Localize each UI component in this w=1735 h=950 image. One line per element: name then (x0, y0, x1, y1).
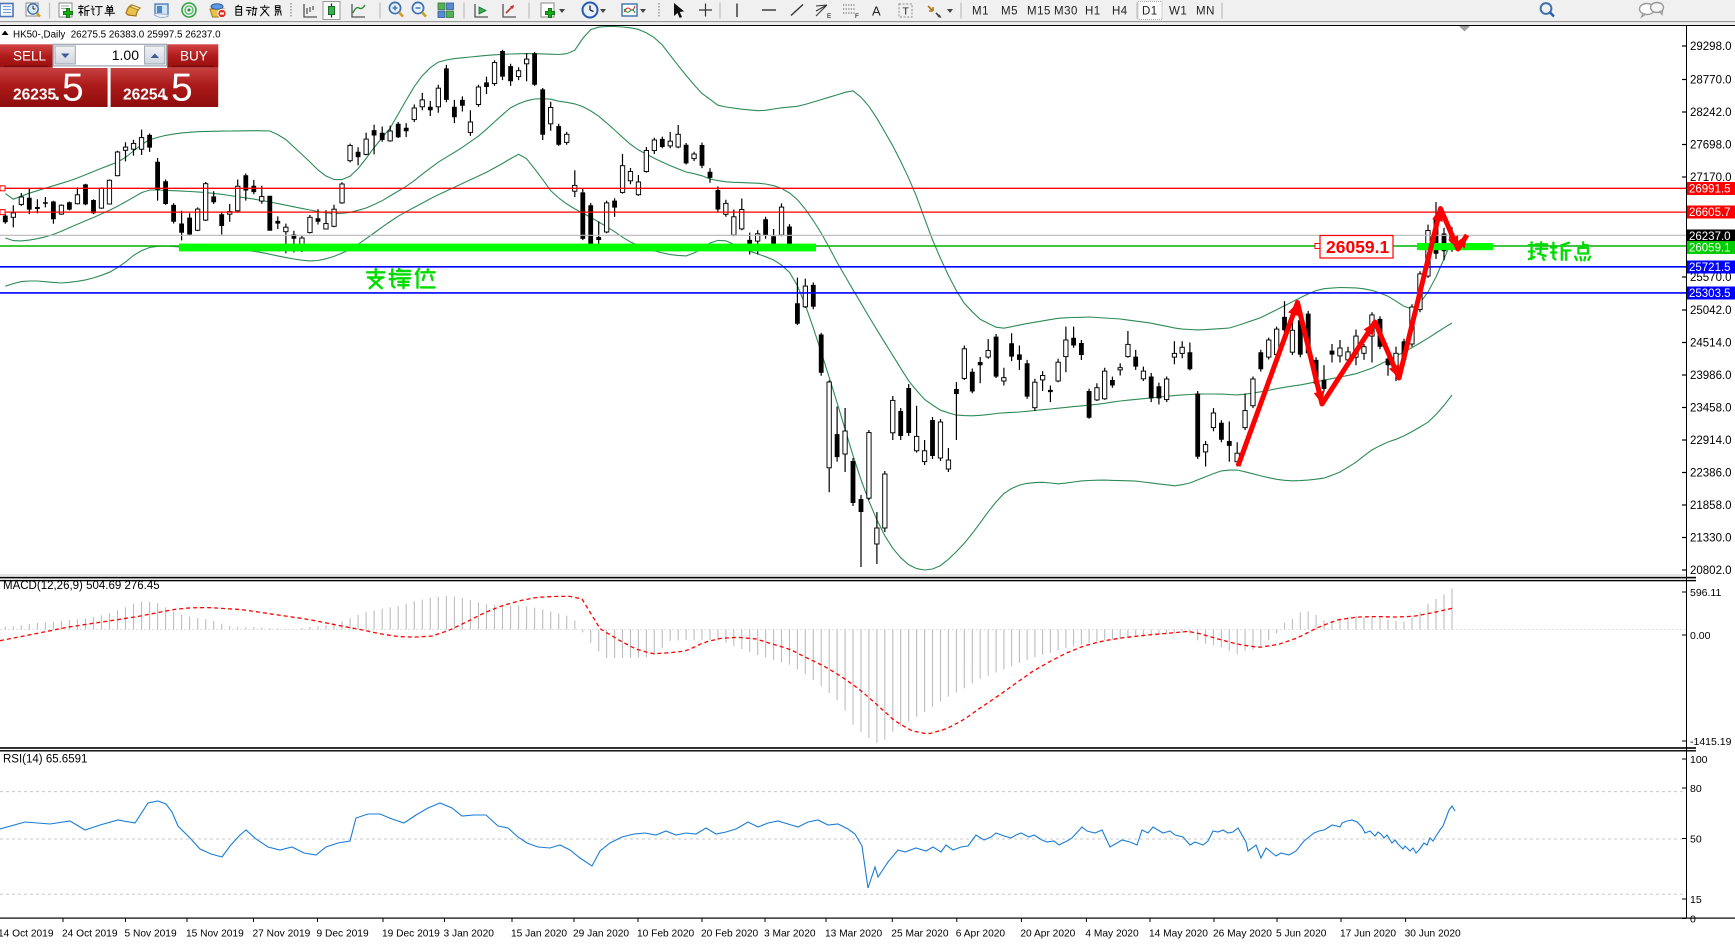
svg-text:H4: H4 (1112, 6, 1128, 18)
svg-text:17 Jun 2020: 17 Jun 2020 (1340, 929, 1396, 940)
svg-text:1.00: 1.00 (112, 47, 139, 63)
svg-text:27 Nov 2019: 27 Nov 2019 (253, 929, 311, 940)
svg-text:22386.0: 22386.0 (1690, 468, 1732, 480)
svg-text:BUY: BUY (180, 49, 208, 64)
svg-text:23986.0: 23986.0 (1690, 370, 1732, 382)
svg-text:26991.5: 26991.5 (1689, 184, 1731, 196)
svg-text:A: A (872, 4, 881, 19)
svg-text:21330.0: 21330.0 (1690, 533, 1732, 545)
svg-text:M5: M5 (1001, 6, 1018, 18)
svg-text:28242.0: 28242.0 (1690, 107, 1732, 119)
svg-text:5: 5 (62, 67, 84, 110)
svg-text:M30: M30 (1054, 6, 1078, 18)
svg-text:26237.0: 26237.0 (1689, 231, 1731, 243)
svg-text:27170.0: 27170.0 (1690, 172, 1732, 184)
svg-text:15 Nov 2019: 15 Nov 2019 (186, 929, 244, 940)
svg-text:20 Feb 2020: 20 Feb 2020 (701, 929, 759, 940)
svg-text:20802.0: 20802.0 (1690, 565, 1732, 577)
svg-text:M15: M15 (1027, 6, 1051, 18)
svg-text:20 Apr 2020: 20 Apr 2020 (1020, 929, 1075, 940)
svg-text:W1: W1 (1169, 6, 1187, 18)
svg-text:SELL: SELL (13, 49, 47, 64)
svg-text:9 Dec 2019: 9 Dec 2019 (317, 929, 369, 940)
svg-text:HK50-,Daily 26275.5 26383.0 2: HK50-,Daily 26275.5 26383.0 25997.5 2623… (13, 29, 221, 40)
svg-text:25 Mar 2020: 25 Mar 2020 (891, 929, 949, 940)
svg-text:26605.7: 26605.7 (1689, 207, 1731, 219)
svg-text:25721.5: 25721.5 (1689, 262, 1731, 274)
svg-text:H1: H1 (1085, 6, 1101, 18)
svg-text:M1: M1 (972, 6, 989, 18)
svg-text:RSI(14) 65.6591: RSI(14) 65.6591 (3, 754, 87, 766)
svg-text:4 May 2020: 4 May 2020 (1085, 929, 1139, 940)
svg-text:29298.0: 29298.0 (1690, 41, 1732, 53)
svg-text:15 Jan 2020: 15 Jan 2020 (511, 929, 567, 940)
svg-text:F: F (855, 13, 859, 20)
svg-text:MACD(12,26,9) 504.69 276.45: MACD(12,26,9) 504.69 276.45 (3, 580, 160, 592)
svg-text:0: 0 (1690, 913, 1696, 925)
svg-text:15: 15 (1690, 894, 1702, 906)
svg-text:22914.0: 22914.0 (1690, 435, 1732, 447)
svg-text:.: . (54, 80, 60, 105)
svg-text:13 Mar 2020: 13 Mar 2020 (825, 929, 883, 940)
svg-text:596.11: 596.11 (1690, 587, 1721, 599)
svg-text:10 Feb 2020: 10 Feb 2020 (637, 929, 695, 940)
svg-text:5: 5 (171, 67, 193, 110)
svg-text:25042.0: 25042.0 (1690, 305, 1732, 317)
svg-text:26254: 26254 (123, 87, 166, 104)
svg-text:-1415.19: -1415.19 (1690, 736, 1732, 748)
svg-text:MN: MN (1196, 6, 1215, 18)
svg-text:21858.0: 21858.0 (1690, 500, 1732, 512)
svg-text:23458.0: 23458.0 (1690, 403, 1732, 415)
svg-text:19 Dec 2019: 19 Dec 2019 (382, 929, 440, 940)
svg-text:30 Jun 2020: 30 Jun 2020 (1405, 929, 1461, 940)
svg-text:80: 80 (1690, 783, 1702, 795)
svg-text:26059.1: 26059.1 (1689, 243, 1731, 255)
svg-text:50: 50 (1690, 833, 1702, 845)
svg-text:14 Oct 2019: 14 Oct 2019 (0, 929, 54, 940)
svg-text:3 Jan 2020: 3 Jan 2020 (444, 929, 495, 940)
svg-text:29 Jan 2020: 29 Jan 2020 (573, 929, 629, 940)
svg-text:28770.0: 28770.0 (1690, 75, 1732, 87)
svg-text:24 Oct 2019: 24 Oct 2019 (62, 929, 118, 940)
svg-text:24514.0: 24514.0 (1690, 338, 1732, 350)
svg-text:E: E (827, 13, 832, 20)
svg-text:.: . (163, 80, 169, 105)
svg-text:3 Mar 2020: 3 Mar 2020 (764, 929, 816, 940)
svg-text:26059.1: 26059.1 (1326, 237, 1390, 257)
svg-text:6 Apr 2020: 6 Apr 2020 (956, 929, 1006, 940)
svg-text:25570.0: 25570.0 (1690, 272, 1732, 284)
svg-text:14 May 2020: 14 May 2020 (1149, 929, 1208, 940)
svg-text:0.00: 0.00 (1690, 630, 1711, 642)
svg-text:5 Nov 2019: 5 Nov 2019 (125, 929, 177, 940)
svg-text:27698.0: 27698.0 (1690, 140, 1732, 152)
svg-text:25303.5: 25303.5 (1689, 288, 1731, 300)
svg-text:26 May 2020: 26 May 2020 (1213, 929, 1272, 940)
svg-text:100: 100 (1690, 754, 1708, 766)
svg-text:T: T (903, 6, 910, 18)
svg-text:D1: D1 (1142, 6, 1158, 18)
svg-text:26235: 26235 (13, 87, 56, 104)
svg-text:5 Jun 2020: 5 Jun 2020 (1276, 929, 1327, 940)
